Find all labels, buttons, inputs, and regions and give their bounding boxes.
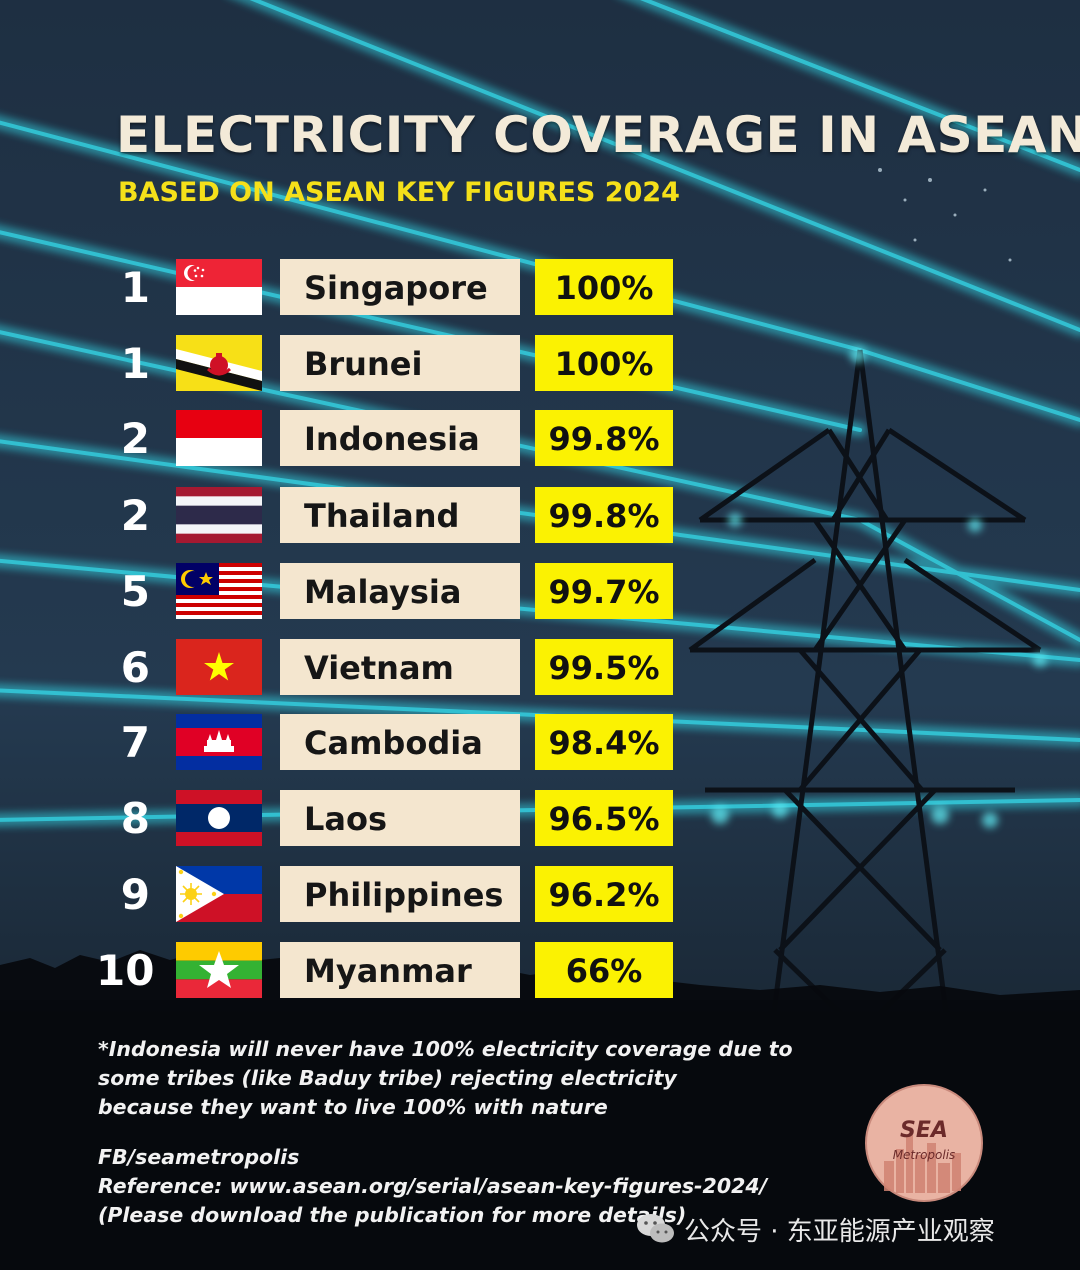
chart-subtitle: BASED ON ASEAN KEY FIGURES 2024 <box>118 177 680 208</box>
rank-label: 10 <box>96 946 155 995</box>
table-row: 6 Vietnam 99.5% <box>0 639 1080 697</box>
country-label: Singapore <box>280 259 520 315</box>
watermark-text: 公众号 · 东亚能源产业观察 <box>684 1216 995 1247</box>
coverage-value: 96.5% <box>535 790 673 846</box>
laos-flag <box>176 790 262 846</box>
country-label: Malaysia <box>280 563 520 619</box>
table-row: 8 Laos 96.5% <box>0 790 1080 848</box>
coverage-value: 96.2% <box>535 866 673 922</box>
country-label: Vietnam <box>280 639 520 695</box>
coverage-value: 99.8% <box>535 487 673 543</box>
table-row: 5 Malaysia 99.7% <box>0 563 1080 621</box>
country-label: Laos <box>280 790 520 846</box>
rank-label: 1 <box>120 263 150 312</box>
malaysia-flag <box>176 563 262 619</box>
rank-label: 6 <box>120 643 150 692</box>
coverage-value: 98.4% <box>535 714 673 770</box>
singapore-flag <box>176 259 262 315</box>
indonesia-flag <box>176 410 262 466</box>
country-label: Cambodia <box>280 714 520 770</box>
rank-label: 8 <box>120 794 150 843</box>
country-label: Philippines <box>280 866 520 922</box>
stars <box>643 118 1012 262</box>
rank-label: 9 <box>120 870 150 919</box>
myanmar-flag <box>176 942 262 998</box>
country-label: Brunei <box>280 335 520 391</box>
credits: FB/seametropolis Reference: www.asean.or… <box>98 1143 768 1230</box>
vietnam-flag <box>176 639 262 695</box>
table-row: 7 Cambodia 98.4% <box>0 714 1080 772</box>
table-row: 10 Myanmar 66% <box>0 942 1080 1000</box>
table-row: 2 Indonesia 99.8% <box>0 410 1080 468</box>
country-label: Myanmar <box>280 942 520 998</box>
rank-label: 7 <box>120 718 150 767</box>
insulator-glow <box>711 347 1047 828</box>
sea-metropolis-logo <box>865 1084 983 1202</box>
wechat-icon <box>637 1214 674 1243</box>
table-row: 2 Thailand 99.8% <box>0 487 1080 545</box>
coverage-value: 100% <box>535 335 673 391</box>
cambodia-flag <box>176 714 262 770</box>
footnote: *Indonesia will never have 100% electric… <box>98 1035 793 1122</box>
thailand-flag <box>176 487 262 543</box>
source-credit: FB/seametropolis <box>98 1145 300 1169</box>
footnote-line: because they want to live 100% with natu… <box>98 1095 608 1119</box>
watermark: 公众号 · 东亚能源产业观察 <box>636 1209 995 1249</box>
rank-label: 1 <box>120 339 150 388</box>
table-row: 9 Philippines 96.2% <box>0 866 1080 924</box>
coverage-value: 99.8% <box>535 410 673 466</box>
logo-name: SEA <box>900 1118 948 1143</box>
coverage-value: 66% <box>535 942 673 998</box>
coverage-value: 100% <box>535 259 673 315</box>
download-note: (Please download the publication for mor… <box>98 1203 687 1227</box>
table-row: 1 Brunei 100% <box>0 335 1080 393</box>
rank-label: 5 <box>120 567 150 616</box>
philippines-flag <box>176 866 262 922</box>
reference-link: Reference: www.asean.org/serial/asean-ke… <box>98 1174 768 1198</box>
footnote-line: *Indonesia will never have 100% electric… <box>98 1037 793 1061</box>
logo-subtitle: Metropolis <box>892 1148 956 1162</box>
footnote-line: some tribes (like Baduy tribe) rejecting… <box>98 1066 677 1090</box>
chart-title: ELECTRICITY COVERAGE IN ASEAN <box>116 106 1080 164</box>
country-label: Thailand <box>280 487 520 543</box>
brunei-flag <box>176 335 262 391</box>
coverage-value: 99.5% <box>535 639 673 695</box>
country-label: Indonesia <box>280 410 520 466</box>
table-row: 1 Singapore 100% <box>0 259 1080 317</box>
coverage-value: 99.7% <box>535 563 673 619</box>
rank-label: 2 <box>120 491 150 540</box>
rank-label: 2 <box>120 414 150 463</box>
